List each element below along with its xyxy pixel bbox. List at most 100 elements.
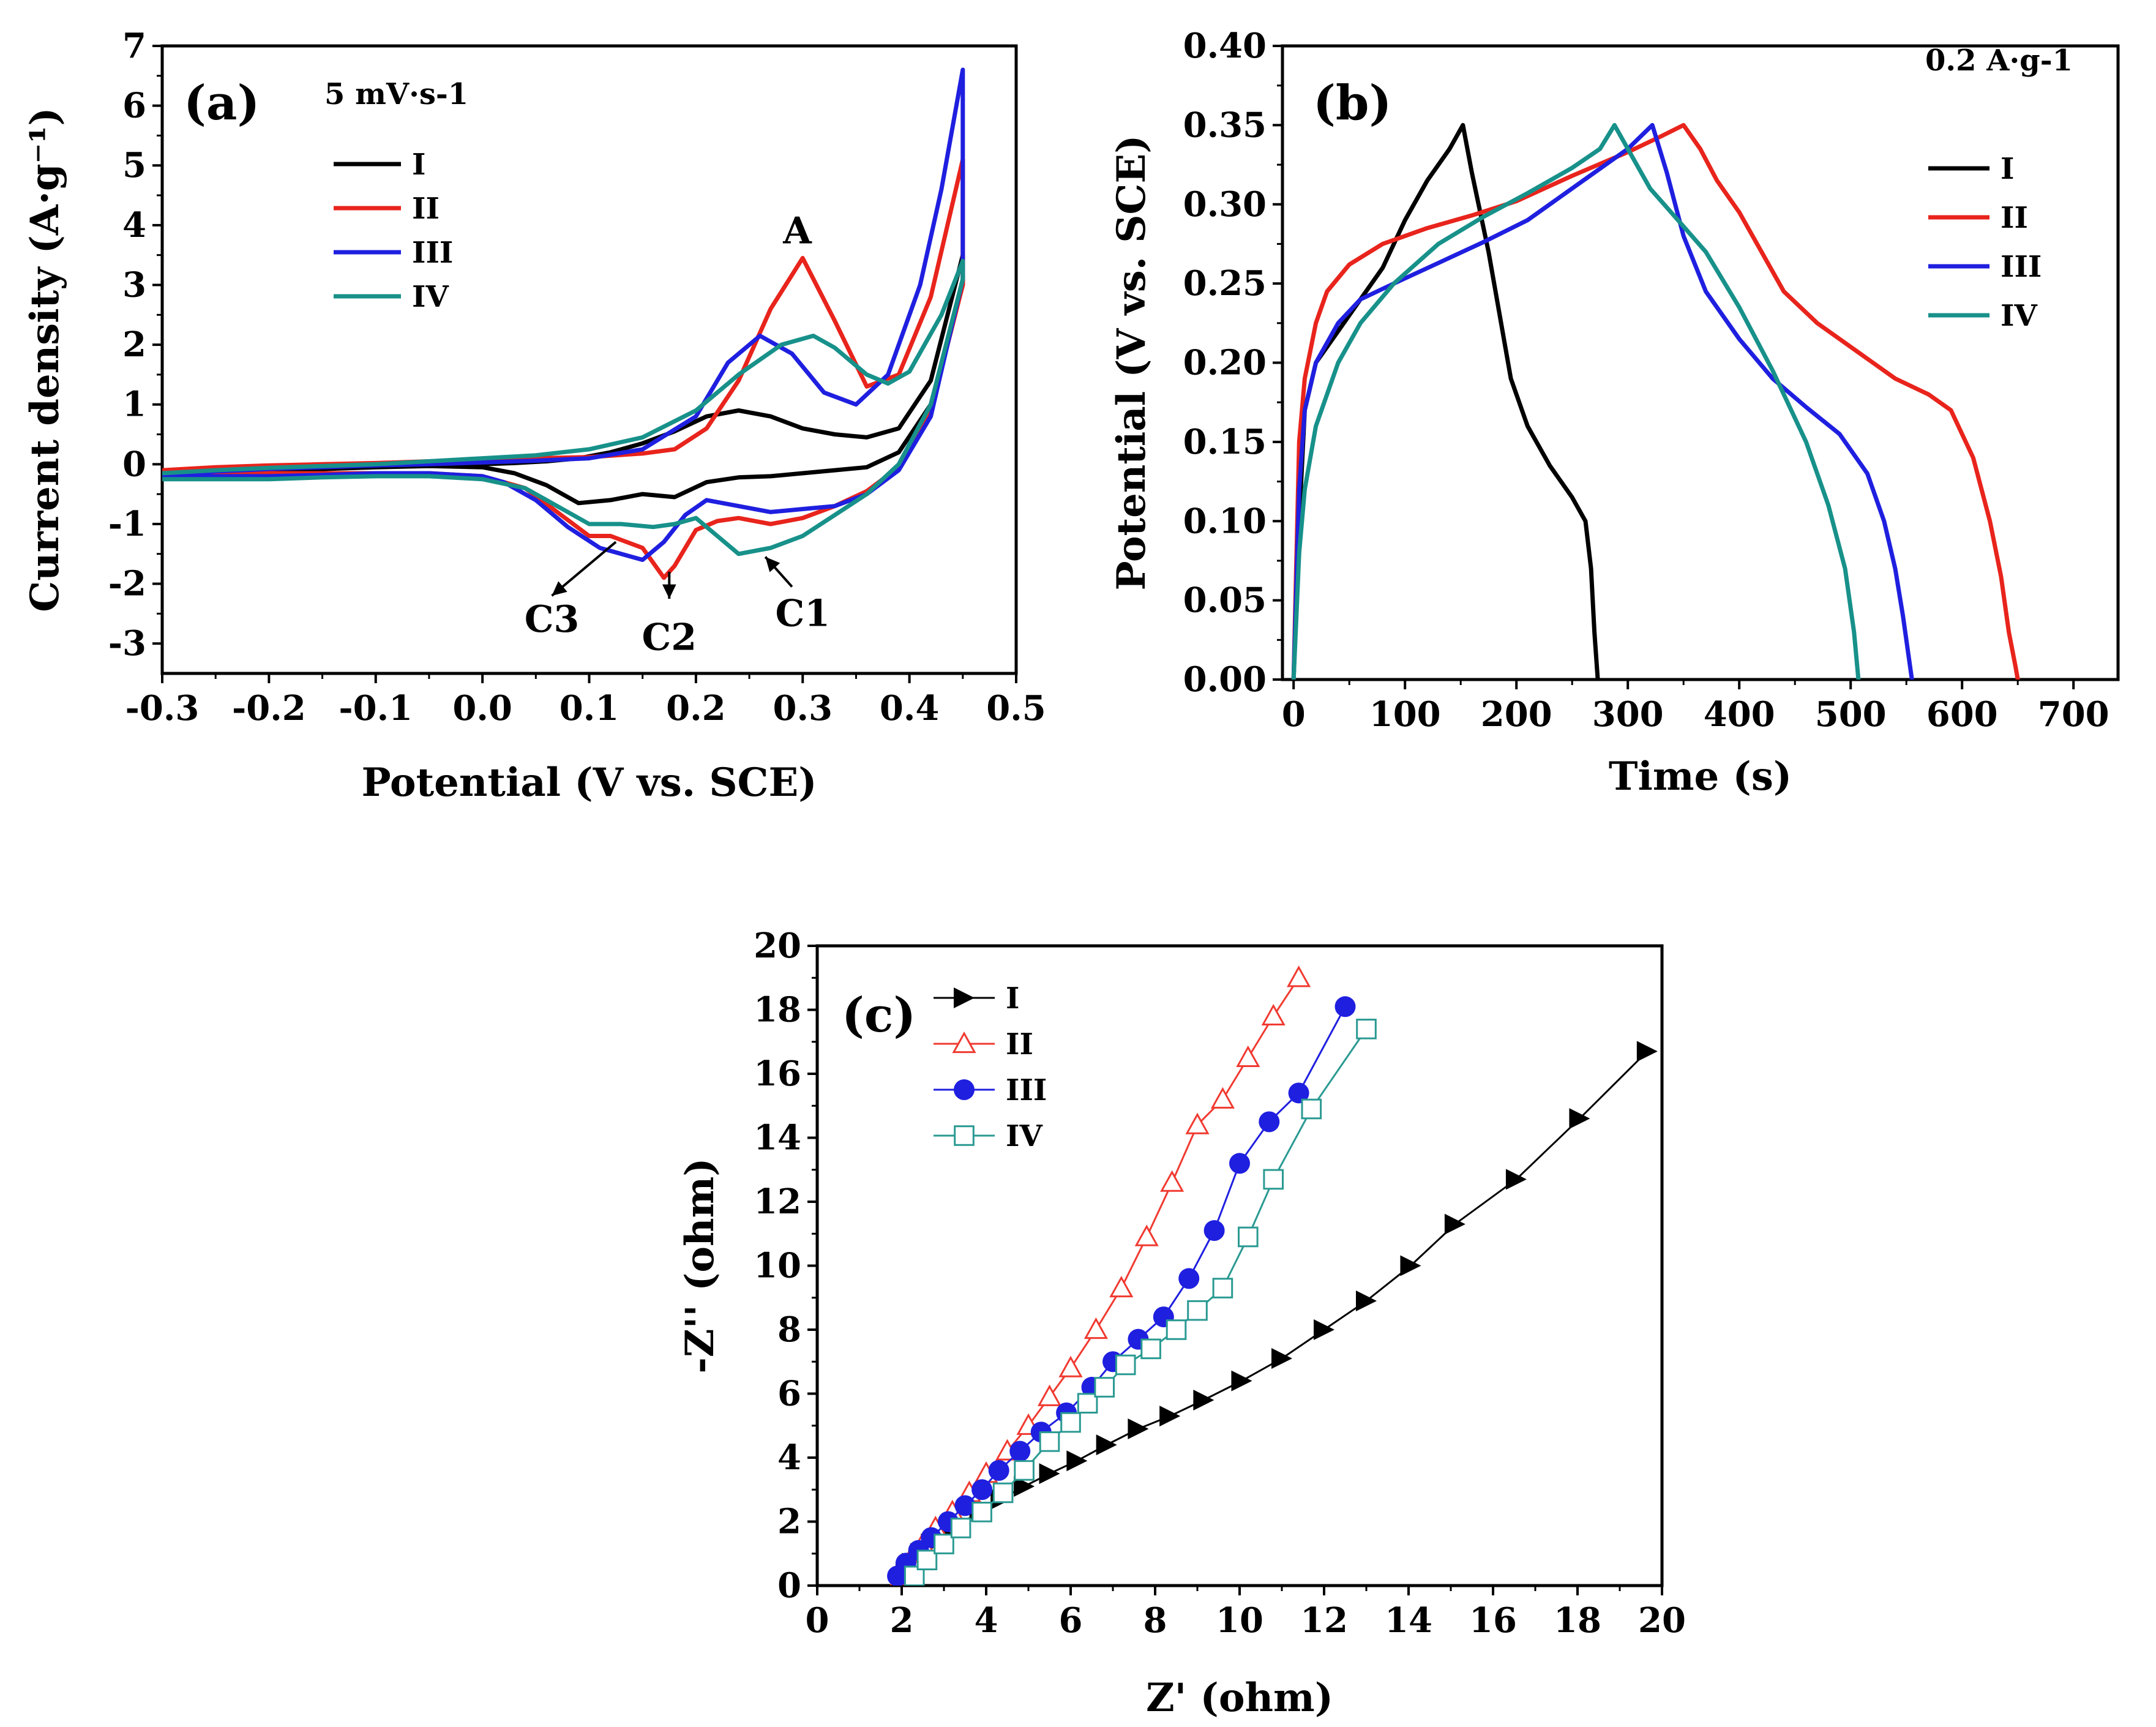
y-tick-label: 0 [777, 1565, 801, 1606]
x-tick-label: 12 [1300, 1600, 1348, 1641]
legend-iii-label: III [412, 236, 453, 270]
series-i-point [1271, 1348, 1292, 1369]
x-tick-label: 8 [1144, 1600, 1167, 1641]
panel-label: (c) [842, 987, 916, 1043]
y-axis-title: -Z'' (ohm) [677, 1158, 723, 1373]
series-iv-point [1263, 1169, 1284, 1190]
series-iii-point [1009, 1440, 1031, 1462]
panel-label: (a) [184, 75, 260, 131]
y-tick-label: 14 [754, 1118, 801, 1158]
x-tick-label: 0.5 [986, 688, 1046, 729]
x-tick-label: 0.2 [666, 688, 725, 729]
series-iii-point [1229, 1153, 1250, 1174]
series-i-point [1314, 1319, 1334, 1340]
x-tick-label: 500 [1815, 694, 1887, 735]
y-tick-label: 6 [122, 86, 146, 126]
x-tick-label: 0.0 [452, 688, 512, 729]
x-tick-label: 300 [1592, 694, 1664, 735]
y-tick-label: -3 [108, 623, 146, 664]
y-tick-label: 0.00 [1183, 659, 1267, 700]
y-tick-label: 3 [122, 264, 146, 305]
legend-iv-marker [954, 1125, 975, 1146]
x-tick-label: 0.4 [880, 688, 939, 729]
x-tick-label: 20 [1638, 1600, 1686, 1641]
y-tick-label: 0.20 [1183, 343, 1267, 383]
panel-c-eis-chart: 0 2 4 6 8 10 12 14 16 18 20 0 2 4 6 8 10 12 14 16 18 20 Z' (oh… [677, 926, 1686, 1721]
x-tick-label: 0.1 [560, 688, 619, 729]
panel-label: (b) [1313, 75, 1391, 131]
legend-ii-marker [952, 1031, 976, 1054]
x-axis-title: Z' (ohm) [1146, 1675, 1333, 1721]
annotation-c3-arrowhead [552, 581, 567, 596]
series-iv-point [1077, 1393, 1098, 1414]
series-ii-point [1236, 1045, 1260, 1067]
legend-iv-label: IV [1006, 1119, 1042, 1153]
series-i-point [1014, 1476, 1035, 1497]
legend-i-label: I [412, 148, 425, 182]
series-iv-point [971, 1502, 992, 1523]
x-tick-label: 14 [1385, 1600, 1432, 1641]
x-tick-label: -0.2 [232, 688, 306, 729]
series-iv-point [992, 1482, 1014, 1504]
series-iv-point [1014, 1460, 1035, 1481]
series-iv-point [1140, 1338, 1161, 1360]
series-i-point [1096, 1434, 1117, 1456]
legend-ii-label: II [1006, 1027, 1033, 1062]
plot-area [887, 965, 1658, 1586]
series-iv-point [1212, 1278, 1233, 1298]
x-tick-label: 0.3 [773, 688, 833, 729]
annotation-c1-arrowhead [765, 556, 780, 572]
y-tick-label: 2 [122, 324, 146, 365]
y-tick-label: 0.30 [1183, 184, 1267, 225]
x-tick-label: 4 [975, 1600, 998, 1641]
series-i-point [1569, 1108, 1590, 1129]
series-iii-point [954, 1495, 976, 1516]
x-tick-label: 18 [1554, 1600, 1601, 1641]
y-tick-label: 0.15 [1183, 422, 1267, 462]
legend-i-marker [954, 987, 975, 1008]
series-ii-point [1210, 1087, 1235, 1109]
x-tick-label: 600 [1926, 694, 1998, 735]
annotation-c1: C1 [775, 592, 830, 635]
y-tick-label: 10 [754, 1246, 801, 1286]
series-i-point [1444, 1213, 1465, 1235]
x-tick-label: 10 [1216, 1600, 1263, 1641]
y-tick-label: -2 [108, 564, 146, 604]
x-tick-label: 200 [1481, 694, 1552, 735]
legend-i-label: I [1006, 981, 1019, 1016]
series-ii-point [1185, 1112, 1210, 1134]
y-tick-label: 18 [754, 990, 801, 1030]
series-i-point [1356, 1290, 1377, 1311]
series-i-point [1636, 1041, 1658, 1062]
y-tick-label: 0.25 [1183, 263, 1267, 304]
y-tick-label: 4 [777, 1437, 801, 1478]
x-tick-label: 100 [1369, 694, 1441, 735]
series-ii-point [1109, 1275, 1134, 1298]
series-iv-point [1238, 1226, 1259, 1248]
legend-iv-label: IV [2001, 299, 2037, 333]
series-i-point [1159, 1406, 1181, 1427]
y-tick-label: 0.10 [1183, 501, 1267, 541]
series-ii-point [1261, 1003, 1286, 1026]
y-tick-label: 4 [122, 205, 146, 245]
annotation-c2: C2 [642, 616, 697, 659]
x-tick-label: 6 [1059, 1600, 1083, 1641]
series-iv-line [1291, 122, 1861, 680]
series-iii-point [1334, 996, 1356, 1017]
series-iv-line [162, 258, 965, 556]
y-tick-label: 16 [754, 1054, 801, 1094]
y-tick-label: 0.40 [1183, 26, 1267, 66]
series-iv-point [950, 1518, 971, 1538]
x-tick-label: 2 [890, 1600, 914, 1641]
y-tick-label: 8 [777, 1309, 801, 1350]
legend-i-label: I [2001, 152, 2014, 186]
x-tick-label: 16 [1469, 1600, 1517, 1641]
series-ii-point [1084, 1317, 1108, 1339]
series-i-point [1039, 1463, 1060, 1485]
x-axis-title: Time (s) [1609, 754, 1792, 800]
series-i-point [1128, 1418, 1149, 1439]
plot-area [1291, 122, 2020, 680]
series-iv-point [1356, 1019, 1377, 1040]
series-ii-point [1160, 1170, 1185, 1192]
